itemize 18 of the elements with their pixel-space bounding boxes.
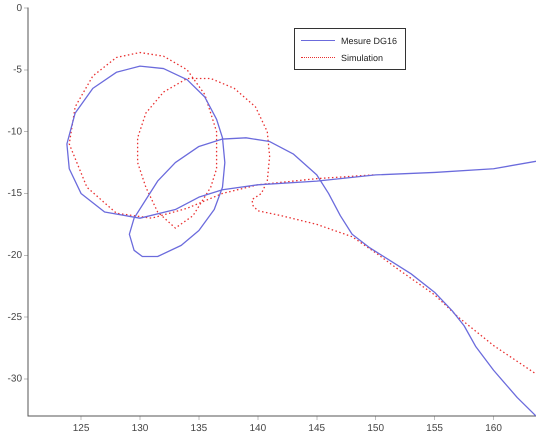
x-tick-label: 160 (485, 422, 502, 434)
y-tick-label: -25 (8, 312, 22, 323)
line-series (68, 52, 536, 375)
x-tick-label: 140 (249, 422, 267, 434)
x-tick-label: 150 (367, 422, 384, 434)
x-tick-label: 145 (308, 422, 326, 434)
y-tick-label: -15 (8, 188, 22, 200)
x-tick-label: 135 (190, 422, 208, 434)
y-tick-label: -30 (8, 374, 22, 385)
y-tick-label: -20 (8, 250, 22, 262)
legend-label: Simulation (340, 52, 383, 62)
y-tick-label: -5 (13, 64, 22, 76)
x-tick-label: 155 (426, 422, 444, 434)
legend-label: Mesure DG16 (340, 36, 397, 46)
y-tick-label: -10 (8, 126, 22, 138)
x-tick-label: 130 (132, 422, 149, 434)
x-tick-label: 125 (72, 422, 90, 434)
y-tick-label: 0 (16, 2, 22, 14)
